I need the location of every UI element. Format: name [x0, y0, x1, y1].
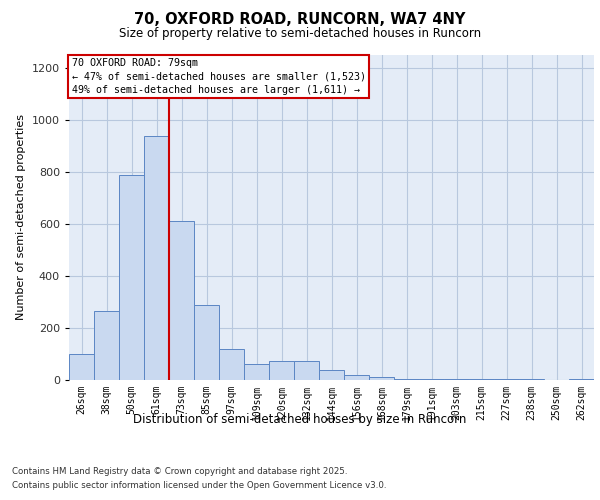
- Bar: [169, 222, 194, 380]
- Bar: [269, 360, 294, 380]
- Bar: [144, 136, 169, 380]
- Bar: [419, 378, 444, 380]
- Bar: [394, 378, 419, 380]
- Bar: [294, 360, 319, 380]
- Text: Contains HM Land Registry data © Crown copyright and database right 2025.: Contains HM Land Registry data © Crown c…: [12, 468, 347, 476]
- Bar: [444, 379, 469, 380]
- Bar: [369, 378, 394, 380]
- Bar: [244, 364, 269, 380]
- Bar: [69, 354, 94, 380]
- Text: Size of property relative to semi-detached houses in Runcorn: Size of property relative to semi-detach…: [119, 28, 481, 40]
- Text: Distribution of semi-detached houses by size in Runcorn: Distribution of semi-detached houses by …: [133, 412, 467, 426]
- Text: 70 OXFORD ROAD: 79sqm
← 47% of semi-detached houses are smaller (1,523)
49% of s: 70 OXFORD ROAD: 79sqm ← 47% of semi-deta…: [71, 58, 365, 94]
- Bar: [119, 174, 144, 380]
- Text: Contains public sector information licensed under the Open Government Licence v3: Contains public sector information licen…: [12, 481, 386, 490]
- Text: 70, OXFORD ROAD, RUNCORN, WA7 4NY: 70, OXFORD ROAD, RUNCORN, WA7 4NY: [134, 12, 466, 28]
- Bar: [219, 349, 244, 380]
- Y-axis label: Number of semi-detached properties: Number of semi-detached properties: [16, 114, 26, 320]
- Bar: [194, 304, 219, 380]
- Bar: [344, 375, 369, 380]
- Bar: [319, 370, 344, 380]
- Bar: [94, 311, 119, 380]
- Bar: [469, 379, 494, 380]
